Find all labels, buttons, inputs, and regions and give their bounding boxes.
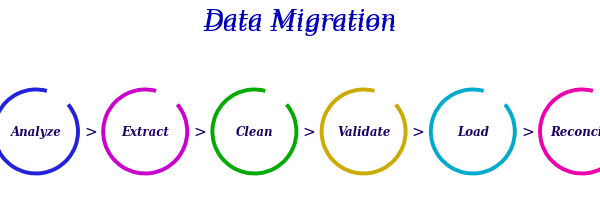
Text: >: >: [521, 124, 534, 139]
Text: Data Migration: Data Migration: [203, 13, 397, 36]
Text: Extract: Extract: [121, 125, 169, 138]
Text: Reconcile: Reconcile: [550, 125, 600, 138]
Text: >: >: [193, 124, 206, 139]
Text: Clean: Clean: [236, 125, 273, 138]
Text: Analyze: Analyze: [11, 125, 61, 138]
Text: Validate: Validate: [337, 125, 390, 138]
Text: Data Migration: Data Migration: [203, 9, 397, 32]
Text: >: >: [302, 124, 316, 139]
Text: >: >: [412, 124, 425, 139]
Text: Load: Load: [457, 125, 489, 138]
Text: >: >: [84, 124, 97, 139]
